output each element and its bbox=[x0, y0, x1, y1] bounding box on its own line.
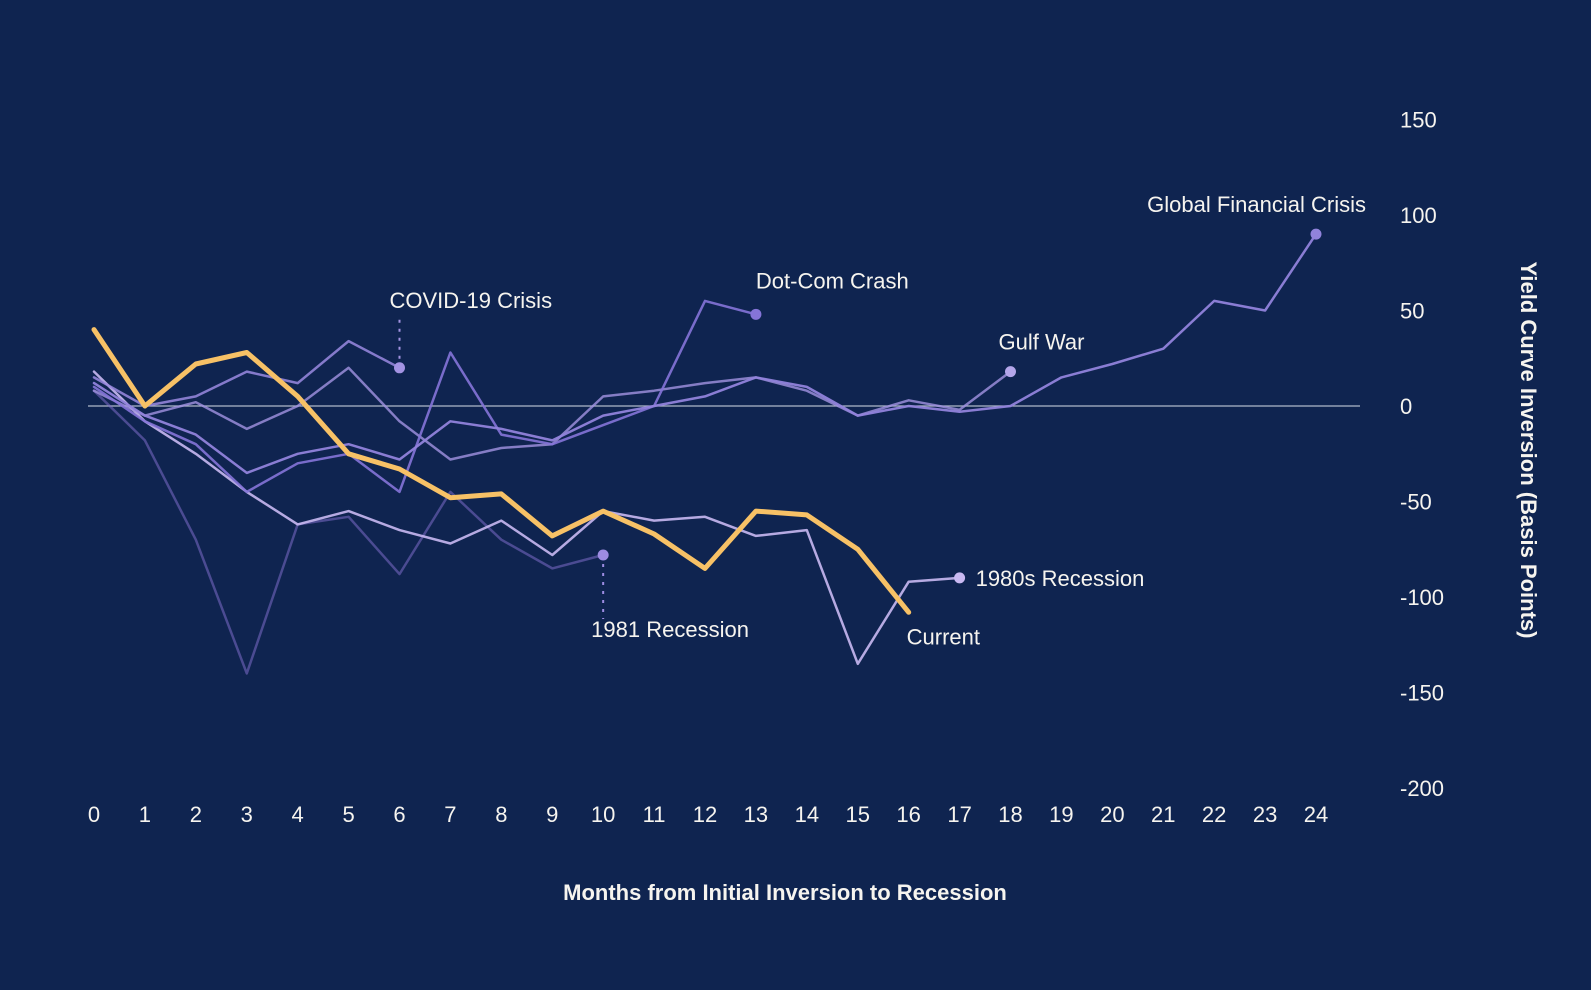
annotation-label-dot-com-crash: Dot-Com Crash bbox=[756, 268, 909, 293]
y-tick-label: 0 bbox=[1400, 394, 1412, 419]
x-tick-label: 8 bbox=[495, 802, 507, 827]
annotation-label-current: Current bbox=[907, 624, 980, 649]
x-tick-label: 19 bbox=[1049, 802, 1073, 827]
x-tick-label: 2 bbox=[190, 802, 202, 827]
x-tick-label: 6 bbox=[393, 802, 405, 827]
y-tick-label: 50 bbox=[1400, 299, 1424, 324]
y-tick-label: 100 bbox=[1400, 203, 1437, 228]
x-tick-label: 22 bbox=[1202, 802, 1226, 827]
x-tick-label: 9 bbox=[546, 802, 558, 827]
x-tick-label: 5 bbox=[342, 802, 354, 827]
x-tick-label: 24 bbox=[1304, 802, 1328, 827]
annotation-label-gulf-war: Gulf War bbox=[999, 330, 1085, 355]
annotation-dot bbox=[1005, 366, 1016, 378]
x-tick-label: 12 bbox=[693, 802, 717, 827]
series-line-current bbox=[91, 327, 912, 615]
x-tick-label: 0 bbox=[88, 802, 100, 827]
y-tick-label: -200 bbox=[1400, 776, 1444, 801]
annotation-label-covid-19-crisis: COVID-19 Crisis bbox=[390, 288, 553, 313]
x-tick-label: 20 bbox=[1100, 802, 1124, 827]
x-tick-label: 18 bbox=[998, 802, 1022, 827]
y-axis-title: Yield Curve Inversion (Basis Points) bbox=[1516, 262, 1541, 639]
y-tick-label: 150 bbox=[1400, 108, 1437, 133]
x-tick-label: 4 bbox=[292, 802, 304, 827]
x-tick-label: 23 bbox=[1253, 802, 1277, 827]
x-tick-label: 11 bbox=[643, 802, 666, 827]
x-tick-label: 10 bbox=[591, 802, 615, 827]
annotation-dot bbox=[1310, 228, 1322, 240]
annotation-label-1980s-recession: 1980s Recession bbox=[976, 566, 1145, 591]
series-line-dot-com-crash bbox=[92, 299, 758, 494]
x-tick-label: 14 bbox=[795, 802, 819, 827]
x-tick-label: 7 bbox=[444, 802, 456, 827]
y-tick-label: -100 bbox=[1400, 585, 1444, 610]
annotation-dot bbox=[750, 308, 762, 320]
series-line-global-financial-crisis bbox=[92, 232, 1318, 475]
x-axis-title: Months from Initial Inversion to Recessi… bbox=[563, 880, 1007, 905]
x-tick-label: 13 bbox=[744, 802, 768, 827]
annotation-dot bbox=[597, 549, 609, 561]
x-tick-label: 15 bbox=[846, 802, 870, 827]
x-tick-label: 3 bbox=[241, 802, 253, 827]
annotation-label-global-financial-crisis: Global Financial Crisis bbox=[1147, 192, 1366, 217]
x-tick-label: 21 bbox=[1151, 802, 1175, 827]
annotation-label-1981-recession: 1981 Recession bbox=[591, 617, 749, 642]
x-tick-label: 17 bbox=[947, 802, 971, 827]
annotation-dot bbox=[394, 362, 405, 374]
x-tick-label: 1 bbox=[139, 802, 151, 827]
annotation-dot bbox=[954, 572, 966, 584]
series-line-1981-recession bbox=[92, 389, 605, 675]
x-tick-label: 16 bbox=[896, 802, 920, 827]
y-tick-label: -50 bbox=[1400, 490, 1432, 515]
y-tick-label: -150 bbox=[1400, 681, 1444, 706]
